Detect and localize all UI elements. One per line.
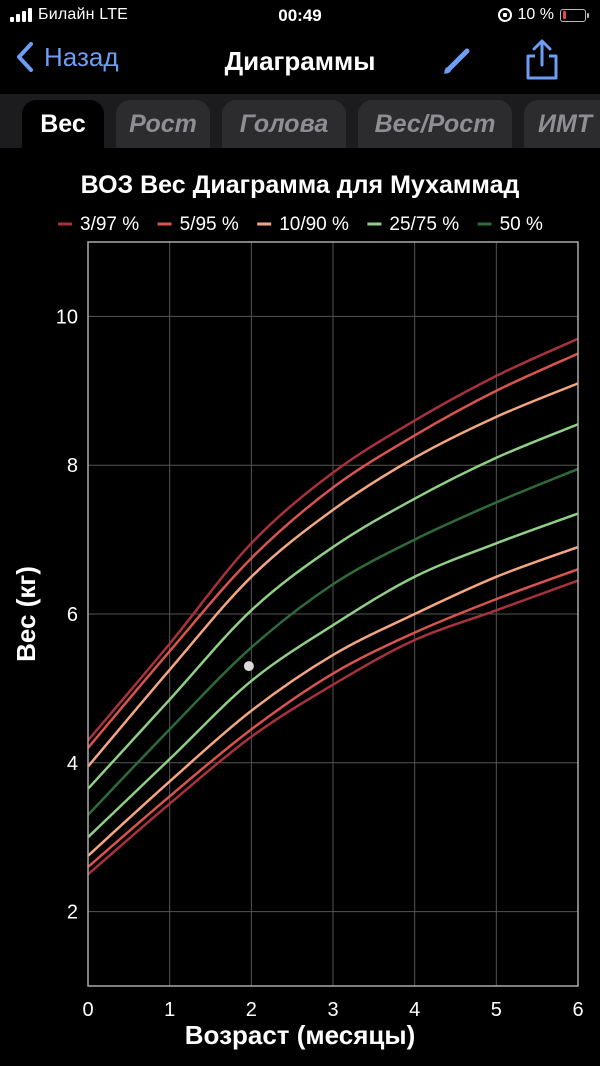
battery-icon [560, 8, 589, 22]
series-line [87, 352, 579, 749]
plot-border [87, 241, 579, 987]
signal-icon [10, 8, 32, 22]
x-tick-label: 1 [164, 999, 175, 1021]
status-time: 00:49 [278, 6, 322, 25]
y-tick-label: 10 [56, 306, 78, 328]
orientation-lock-icon [497, 8, 512, 22]
y-tick-labels: 2 4 6 8 10 [56, 306, 78, 923]
y-tick-label: 4 [67, 753, 78, 775]
x-axis-label: Возраст (месяцы) [185, 1020, 415, 1050]
y-tick-label: 6 [67, 604, 78, 626]
status-right: 10 % [497, 6, 589, 24]
legend-item: 10/90 % [257, 214, 349, 235]
y-tick-label: 8 [67, 455, 78, 477]
x-tick-label: 3 [327, 999, 338, 1021]
tab-strip: Вес Рост Голова Вес/Рост ИМТ [0, 94, 600, 148]
x-tick-label: 5 [491, 999, 502, 1021]
weight-chart: ВОЗ Вес Диаграмма для Мухаммад 3/97 % 5/9… [11, 171, 584, 1050]
legend-label: 50 % [500, 214, 543, 235]
status-bar: Билайн LTE 00:49 10 % [0, 0, 600, 32]
pencil-icon[interactable] [440, 42, 476, 78]
carrier-label: Билайн LTE [38, 6, 129, 23]
status-left: Билайн LTE [10, 6, 128, 24]
series-line [87, 545, 579, 857]
y-tick-label: 2 [67, 902, 78, 924]
series-line [87, 568, 579, 868]
x-tick-label: 0 [82, 999, 93, 1021]
chevron-left-icon [17, 42, 33, 72]
legend-label: 3/97 % [80, 214, 139, 235]
legend-item: 50 % [477, 214, 543, 235]
legend-label: 25/75 % [389, 214, 459, 235]
tab-head[interactable]: Голова [222, 100, 346, 148]
legend: 3/97 % 5/95 % 10/90 % 25/75 % 50 % [58, 214, 543, 235]
x-tick-label: 4 [409, 999, 420, 1021]
x-tick-labels: 0 1 2 3 4 5 6 [82, 999, 583, 1021]
nav-bar: Назад Диаграммы [0, 32, 600, 90]
tab-weight-height[interactable]: Вес/Рост [358, 100, 512, 148]
y-axis-label: Вес (кг) [11, 566, 41, 662]
x-tick-label: 6 [572, 999, 583, 1021]
tab-weight[interactable]: Вес [22, 100, 104, 148]
x-tick-label: 2 [246, 999, 257, 1021]
back-label: Назад [44, 41, 119, 72]
legend-item: 25/75 % [367, 214, 459, 235]
legend-label: 5/95 % [180, 214, 239, 235]
series-line [87, 579, 579, 876]
series-line [87, 423, 579, 790]
series-line [87, 467, 579, 816]
share-icon[interactable] [522, 38, 562, 82]
series-line [87, 337, 579, 742]
series-line [87, 512, 579, 839]
tab-height[interactable]: Рост [116, 100, 210, 148]
tab-bmi[interactable]: ИМТ [524, 100, 600, 148]
battery-percent: 10 % [517, 6, 554, 23]
series-lines [87, 337, 579, 876]
legend-item: 3/97 % [58, 214, 139, 235]
chart-title: ВОЗ Вес Диаграмма для Мухаммад [81, 171, 520, 199]
back-button[interactable]: Назад [14, 40, 119, 74]
legend-item: 5/95 % [157, 214, 239, 235]
legend-label: 10/90 % [279, 214, 349, 235]
series-line [87, 382, 579, 768]
data-points [243, 661, 254, 672]
data-point[interactable] [243, 661, 254, 672]
